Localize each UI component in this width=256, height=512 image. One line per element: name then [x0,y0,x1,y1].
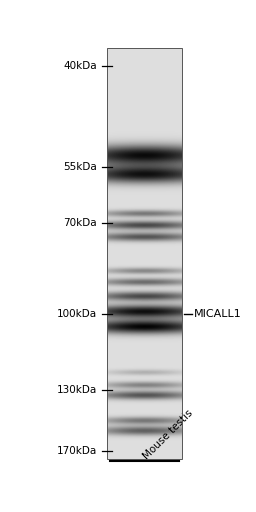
Text: 40kDa: 40kDa [63,61,97,71]
Text: 130kDa: 130kDa [57,385,97,395]
Text: 100kDa: 100kDa [57,309,97,319]
Text: 55kDa: 55kDa [63,162,97,173]
Text: 70kDa: 70kDa [63,218,97,228]
Text: Mouse testis: Mouse testis [142,408,195,461]
Text: MICALL1: MICALL1 [194,309,242,319]
Text: 170kDa: 170kDa [57,446,97,456]
Bar [107,48,182,459]
